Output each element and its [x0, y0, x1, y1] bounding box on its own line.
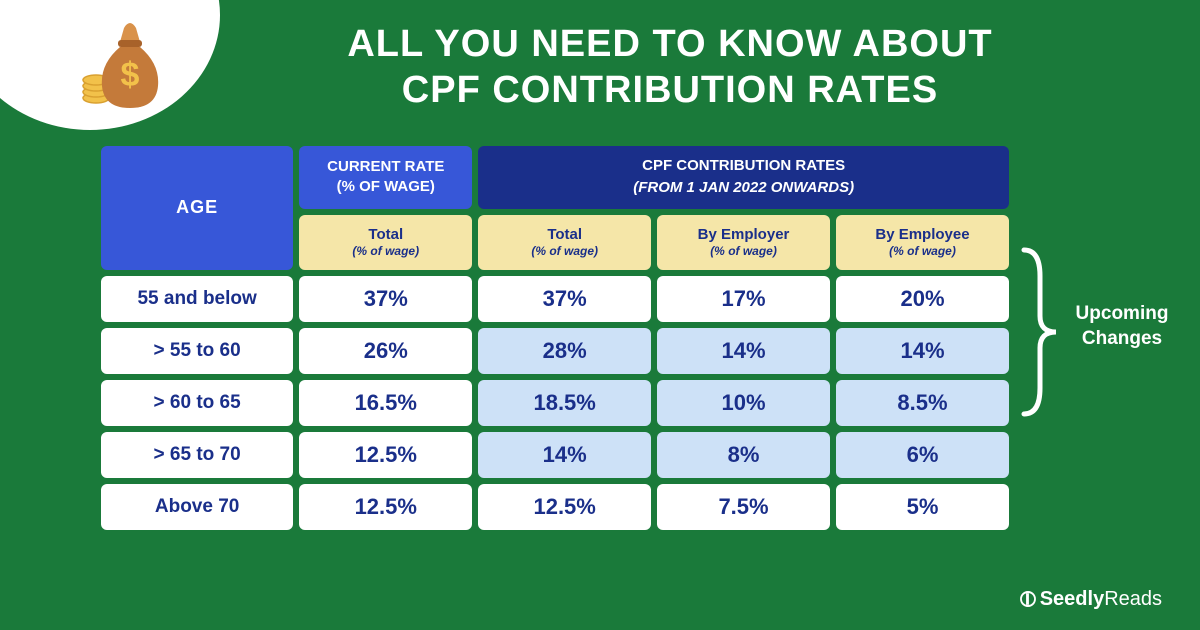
subheader-pct-2: (% of wage)	[484, 244, 645, 260]
brand-glyph-icon: ⦶	[1020, 586, 1036, 612]
cell-age: > 60 to 65	[101, 380, 293, 426]
header-current-label: CURRENT RATE(% OF WAGE)	[327, 158, 444, 195]
rates-table-container: AGE CURRENT RATE(% OF WAGE) CPF CONTRIBU…	[95, 140, 1015, 536]
cell-age: > 65 to 70	[101, 432, 293, 478]
cell-employee: 6%	[836, 432, 1009, 478]
cell-total: 12.5%	[478, 484, 651, 530]
upcoming-changes-callout: Upcoming Changes	[1062, 302, 1182, 351]
table-row: 55 and below37%37%17%20%	[101, 276, 1009, 322]
subheader-employer-label: By Employer	[698, 226, 790, 243]
header-age-label: AGE	[176, 197, 218, 217]
cell-age: 55 and below	[101, 276, 293, 322]
cell-employer: 7.5%	[657, 484, 830, 530]
cell-age: Above 70	[101, 484, 293, 530]
svg-text:$: $	[121, 56, 140, 94]
cell-current: 26%	[299, 328, 472, 374]
cell-age: > 55 to 60	[101, 328, 293, 374]
cell-current: 12.5%	[299, 432, 472, 478]
subheader-future-total: Total (% of wage)	[478, 215, 651, 270]
brace-icon	[1020, 246, 1060, 418]
table-row: Above 7012.5%12.5%7.5%5%	[101, 484, 1009, 530]
cell-total: 28%	[478, 328, 651, 374]
cell-current: 12.5%	[299, 484, 472, 530]
subheader-pct-4: (% of wage)	[842, 244, 1003, 260]
cell-total: 18.5%	[478, 380, 651, 426]
subheader-current-total: Total (% of wage)	[299, 215, 472, 270]
subheader-pct-3: (% of wage)	[663, 244, 824, 260]
rates-table: AGE CURRENT RATE(% OF WAGE) CPF CONTRIBU…	[95, 140, 1015, 536]
brand-suffix: Reads	[1104, 588, 1162, 610]
header-future-sub: (FROM 1 JAN 2022 ONWARDS)	[484, 178, 1003, 198]
cell-employer: 8%	[657, 432, 830, 478]
cell-current: 37%	[299, 276, 472, 322]
subheader-total-label-2: Total	[547, 226, 582, 243]
header-future-label: CPF CONTRIBUTION RATES	[642, 157, 845, 174]
table-row: > 65 to 7012.5%14%8%6%	[101, 432, 1009, 478]
subheader-employer: By Employer (% of wage)	[657, 215, 830, 270]
cell-employee: 8.5%	[836, 380, 1009, 426]
cell-employer: 17%	[657, 276, 830, 322]
cell-current: 16.5%	[299, 380, 472, 426]
brand-badge: ⦶ SeedlyReads	[1020, 586, 1162, 612]
cell-employee: 20%	[836, 276, 1009, 322]
cell-employer: 10%	[657, 380, 830, 426]
cell-employee: 5%	[836, 484, 1009, 530]
subheader-total-label: Total	[368, 226, 403, 243]
header-future: CPF CONTRIBUTION RATES (FROM 1 JAN 2022 …	[478, 146, 1009, 209]
subheader-employee-label: By Employee	[875, 226, 969, 243]
table-body: 55 and below37%37%17%20%> 55 to 6026%28%…	[101, 276, 1009, 530]
page-title: ALL YOU NEED TO KNOW ABOUT CPF CONTRIBUT…	[200, 22, 1140, 113]
brand-name: Seedly	[1040, 588, 1104, 610]
table-row: > 60 to 6516.5%18.5%10%8.5%	[101, 380, 1009, 426]
money-bag-icon: $	[82, 14, 172, 114]
cell-total: 14%	[478, 432, 651, 478]
cell-total: 37%	[478, 276, 651, 322]
title-line1: ALL YOU NEED TO KNOW ABOUT	[347, 23, 992, 65]
cell-employee: 14%	[836, 328, 1009, 374]
cell-employer: 14%	[657, 328, 830, 374]
table-row: > 55 to 6026%28%14%14%	[101, 328, 1009, 374]
title-line2: CPF CONTRIBUTION RATES	[402, 69, 938, 111]
header-age: AGE	[101, 146, 293, 270]
subheader-employee: By Employee (% of wage)	[836, 215, 1009, 270]
subheader-pct-1: (% of wage)	[305, 244, 466, 260]
header-current: CURRENT RATE(% OF WAGE)	[299, 146, 472, 209]
